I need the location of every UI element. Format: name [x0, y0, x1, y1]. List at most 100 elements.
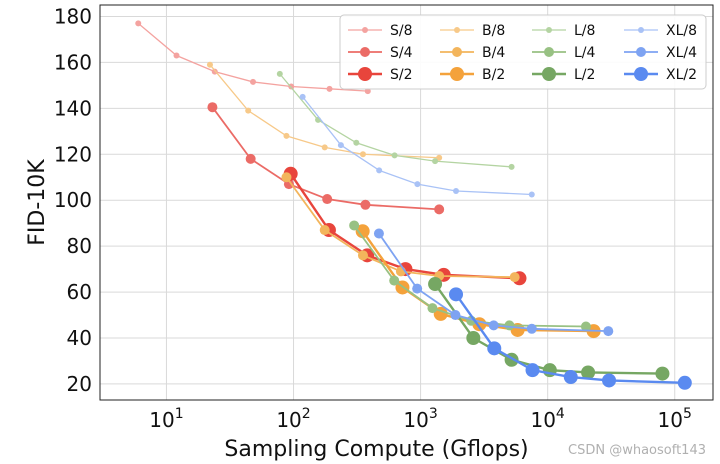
data-point [525, 363, 540, 378]
data-point [349, 220, 360, 231]
data-point [655, 366, 670, 381]
series-line [455, 293, 685, 384]
series-layer [135, 20, 692, 390]
x-tick-label: 104 [530, 406, 564, 432]
data-point [427, 303, 438, 314]
series-xl-2 [449, 287, 692, 390]
y-axis-label: FID-10K [25, 159, 50, 246]
legend-marker [454, 27, 460, 33]
data-point [428, 277, 443, 292]
data-point [434, 204, 445, 215]
y-tick-label: 40 [67, 326, 92, 350]
data-point [245, 153, 256, 164]
data-point [360, 199, 371, 210]
legend-box [339, 14, 707, 90]
x-tick-label: 103 [403, 406, 437, 432]
y-tick-label: 120 [54, 142, 92, 166]
data-point [563, 370, 578, 385]
legend-marker [546, 27, 552, 33]
data-point [414, 181, 421, 188]
series-s-8 [135, 20, 371, 95]
data-point [509, 272, 520, 283]
data-point [355, 224, 370, 239]
legend-marker [634, 67, 648, 81]
x-tick-label: 102 [276, 406, 310, 432]
y-tick-label: 60 [67, 280, 92, 304]
data-point [389, 275, 400, 286]
data-point [488, 320, 499, 331]
legend-marker [358, 67, 372, 81]
legend-label: L/2 [574, 67, 595, 83]
legend-label: S/8 [390, 23, 413, 39]
legend-label: S/4 [390, 45, 413, 61]
data-point [353, 139, 360, 146]
data-point [528, 191, 535, 198]
data-point [281, 172, 292, 183]
x-axis-label: Sampling Compute (Gflops) [224, 437, 528, 462]
data-point [453, 188, 460, 195]
y-tick-label: 140 [54, 96, 92, 120]
legend-label: B/2 [482, 67, 505, 83]
series-xl-8 [299, 93, 535, 198]
data-point [450, 310, 461, 321]
data-point [276, 70, 283, 77]
series-line [209, 64, 440, 159]
legend-marker [360, 47, 370, 57]
series-line [378, 232, 609, 333]
data-point [391, 152, 398, 159]
legend-label: B/8 [482, 23, 505, 39]
y-tick-label: 180 [54, 4, 92, 28]
data-point [299, 93, 306, 100]
data-point [359, 151, 366, 158]
data-point [449, 287, 464, 302]
data-point [250, 78, 257, 85]
legend: S/8 S/4 S/2 B/8 B/4 B/2 L/8 L/4 L/2 XL/8 XL/4 XL/2 [339, 14, 707, 90]
data-point [357, 250, 368, 261]
data-point [173, 52, 180, 59]
series-l-8 [276, 70, 515, 170]
data-point [322, 194, 333, 205]
data-point [321, 144, 328, 151]
legend-marker [638, 27, 644, 33]
legend-marker [452, 47, 462, 57]
y-tick-label: 20 [67, 372, 92, 396]
legend-label: XL/8 [666, 23, 697, 39]
watermark: CSDN @whaosoft143 [568, 443, 706, 458]
legend-label: S/2 [390, 67, 413, 83]
series-s-2 [283, 166, 527, 286]
legend-label: L/4 [574, 45, 596, 61]
tick-labels: 20 40 60 80 100 120 140 160 180 101 102 103 104 105 [54, 4, 692, 432]
data-point [581, 365, 596, 380]
data-point [207, 102, 218, 113]
legend-marker [636, 47, 646, 57]
data-point [487, 341, 502, 356]
legend-marker [542, 67, 556, 81]
data-point [319, 225, 330, 236]
data-point [504, 320, 515, 331]
y-tick-label: 100 [54, 188, 92, 212]
data-point [326, 85, 333, 92]
data-point [376, 167, 383, 174]
y-tick-label: 160 [54, 50, 92, 74]
data-point [337, 142, 344, 149]
legend-label: XL/2 [666, 67, 697, 83]
data-point [245, 107, 252, 114]
series-line [279, 73, 512, 168]
data-point [283, 132, 290, 139]
data-point [206, 61, 213, 68]
legend-marker [362, 27, 368, 33]
data-point [526, 323, 537, 334]
data-point [135, 20, 142, 27]
y-tick-label: 80 [67, 234, 92, 258]
data-point [466, 330, 481, 345]
series-line [211, 106, 440, 211]
data-point [602, 373, 617, 388]
data-point [580, 321, 591, 332]
plot-frame [99, 4, 714, 401]
x-tick-label: 101 [149, 406, 183, 432]
legend-label: L/8 [574, 23, 595, 39]
series-s-4 [207, 102, 445, 215]
legend-label: B/4 [482, 45, 505, 61]
data-point [412, 283, 423, 294]
